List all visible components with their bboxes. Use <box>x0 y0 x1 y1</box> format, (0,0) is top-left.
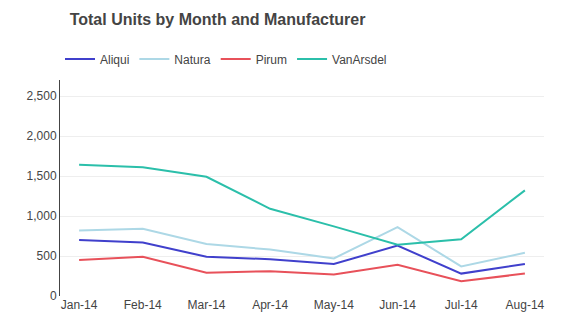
svg-text:0: 0 <box>50 289 57 303</box>
svg-text:VanArsdel: VanArsdel <box>332 53 386 67</box>
svg-text:Jan-14: Jan-14 <box>61 298 98 312</box>
svg-text:Mar-14: Mar-14 <box>187 298 225 312</box>
svg-text:Aliqui: Aliqui <box>100 53 129 67</box>
svg-text:500: 500 <box>37 249 57 263</box>
svg-text:Natura: Natura <box>174 53 210 67</box>
svg-text:2,500: 2,500 <box>27 89 57 103</box>
svg-text:1,000: 1,000 <box>27 209 57 223</box>
svg-text:Feb-14: Feb-14 <box>124 298 162 312</box>
svg-text:Jun-14: Jun-14 <box>379 298 416 312</box>
svg-text:Aug-14: Aug-14 <box>506 298 545 312</box>
svg-text:May-14: May-14 <box>314 298 354 312</box>
svg-text:Apr-14: Apr-14 <box>252 298 288 312</box>
svg-text:Pirum: Pirum <box>256 53 287 67</box>
svg-text:1,500: 1,500 <box>27 169 57 183</box>
svg-text:Jul-14: Jul-14 <box>445 298 478 312</box>
svg-text:Total Units by Month and Manuf: Total Units by Month and Manufacturer <box>70 11 366 28</box>
svg-text:2,000: 2,000 <box>27 129 57 143</box>
